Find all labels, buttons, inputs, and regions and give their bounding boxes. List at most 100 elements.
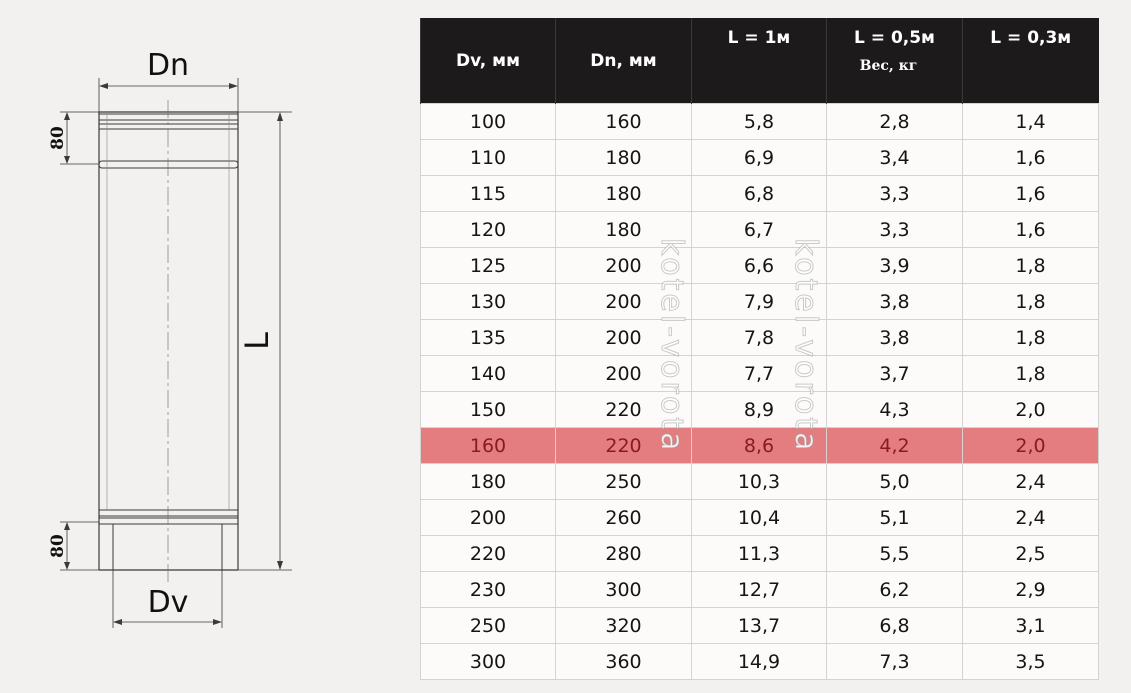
- table-cell: 300: [555, 571, 692, 608]
- table-row: 125 200 6,6 3,9 1,8: [420, 247, 1099, 284]
- table-cell: 1,8: [962, 319, 1099, 356]
- table-cell: 5,5: [826, 535, 963, 572]
- top-ring-1: [98, 113, 239, 121]
- table-row: 220 280 11,3 5,5 2,5: [420, 535, 1099, 572]
- table-cell: 130: [420, 283, 556, 320]
- table-row: 115 180 6,8 3,3 1,6: [420, 175, 1099, 212]
- table-cell: 5,8: [691, 103, 827, 140]
- table-cell: 300: [420, 643, 556, 680]
- table-cell: 2,5: [962, 535, 1099, 572]
- table-cell: 120: [420, 211, 556, 248]
- table-cell: 8,9: [691, 391, 827, 428]
- table-cell: 250: [555, 463, 692, 500]
- dn-arrow-right: [229, 83, 238, 89]
- table-cell: 14,9: [691, 643, 827, 680]
- dv-label: Dv: [148, 585, 189, 620]
- table-cell: 6,7: [691, 211, 827, 248]
- table-cell: 160: [420, 427, 556, 464]
- l-label: L: [238, 332, 276, 350]
- top-band-label: 80: [48, 126, 68, 150]
- table-cell: 200: [555, 355, 692, 392]
- table-cell: 2,4: [962, 463, 1099, 500]
- table-cell: 3,9: [826, 247, 963, 284]
- table-cell: 260: [555, 499, 692, 536]
- table-cell: 3,7: [826, 355, 963, 392]
- table-row: 110 180 6,9 3,4 1,6: [420, 139, 1099, 176]
- table-cell: 2,9: [962, 571, 1099, 608]
- table-cell: 6,8: [691, 175, 827, 212]
- table-row: 230 300 12,7 6,2 2,9: [420, 571, 1099, 608]
- header-l05-label: L = 0,5м: [854, 28, 935, 48]
- header-dn: Dn, мм: [555, 18, 692, 104]
- table-cell: 220: [555, 391, 692, 428]
- table-row: 100 160 5,8 2,8 1,4: [420, 103, 1099, 140]
- table-body: 100 160 5,8 2,8 1,4 110 180 6,9 3,4 1,6 115 180 6,8 3…: [420, 103, 1099, 680]
- table-cell: 135: [420, 319, 556, 356]
- table-cell: 6,6: [691, 247, 827, 284]
- table-row: 135 200 7,8 3,8 1,8: [420, 319, 1099, 356]
- table-cell: 2,0: [962, 391, 1099, 428]
- table-row: 200 260 10,4 5,1 2,4: [420, 499, 1099, 536]
- table-cell: 200: [555, 283, 692, 320]
- dn-label: Dn: [147, 48, 189, 83]
- table-cell: 6,2: [826, 571, 963, 608]
- table-cell: 8,6: [691, 427, 827, 464]
- table-cell: 1,6: [962, 211, 1099, 248]
- table-cell: 12,7: [691, 571, 827, 608]
- weight-label: Вес, кг: [859, 58, 918, 74]
- table-cell: 2,4: [962, 499, 1099, 536]
- table-cell: 7,8: [691, 319, 827, 356]
- table-cell: 180: [555, 175, 692, 212]
- table-cell: 3,3: [826, 211, 963, 248]
- header-l03: L = 0,3м: [962, 18, 1099, 104]
- table-row: 120 180 6,7 3,3 1,6: [420, 211, 1099, 248]
- table-cell: 11,3: [691, 535, 827, 572]
- top-bead: [98, 160, 239, 169]
- bottom80-arrow-bottom: [64, 562, 70, 570]
- table-row: 130 200 7,9 3,8 1,8: [420, 283, 1099, 320]
- table-cell: 1,8: [962, 355, 1099, 392]
- table-cell: 115: [420, 175, 556, 212]
- table-cell: 1,6: [962, 175, 1099, 212]
- table-cell: 1,4: [962, 103, 1099, 140]
- dv-arrow-right: [213, 619, 222, 625]
- header-dv: Dv, мм: [420, 18, 556, 104]
- l-arrow-bottom: [277, 561, 283, 570]
- header-l1: L = 1м: [691, 18, 827, 104]
- table-cell: 220: [420, 535, 556, 572]
- table-row: 140 200 7,7 3,7 1,8: [420, 355, 1099, 392]
- table-cell: 320: [555, 607, 692, 644]
- header-dn-label: Dn, мм: [590, 50, 657, 71]
- weight-table: Dv, мм Dn, мм L = 1м L = 0,5м Вес, кг L =…: [420, 18, 1099, 680]
- table-cell: 10,4: [691, 499, 827, 536]
- table-cell: 7,7: [691, 355, 827, 392]
- header-dv-label: Dv, мм: [456, 50, 520, 71]
- table-cell: 180: [555, 211, 692, 248]
- table-cell: 1,8: [962, 283, 1099, 320]
- l-arrow-top: [277, 112, 283, 121]
- top80-arrow-bottom: [64, 156, 70, 164]
- pipe-drawing: Dn Dv L 80 80: [48, 48, 292, 628]
- table-cell: 5,1: [826, 499, 963, 536]
- dv-arrow-left: [113, 619, 122, 625]
- table-cell: 150: [420, 391, 556, 428]
- table-cell: 13,7: [691, 607, 827, 644]
- header-l1-label: L = 1м: [727, 28, 791, 48]
- bottom80-arrow-top: [64, 522, 70, 530]
- top80-arrow-top: [64, 112, 70, 120]
- table-cell: 180: [420, 463, 556, 500]
- table-cell: 3,4: [826, 139, 963, 176]
- table-cell: 3,3: [826, 175, 963, 212]
- table-cell: 180: [555, 139, 692, 176]
- table-cell: 6,9: [691, 139, 827, 176]
- table-cell: 5,0: [826, 463, 963, 500]
- table-cell: 3,1: [962, 607, 1099, 644]
- table-cell: 2,8: [826, 103, 963, 140]
- table-cell: 200: [555, 247, 692, 284]
- table-cell: 2,0: [962, 427, 1099, 464]
- table-cell: 280: [555, 535, 692, 572]
- table-cell: 160: [555, 103, 692, 140]
- bottom-ring-2: [98, 517, 239, 525]
- bottom-band-label: 80: [48, 534, 68, 558]
- dn-arrow-left: [99, 83, 108, 89]
